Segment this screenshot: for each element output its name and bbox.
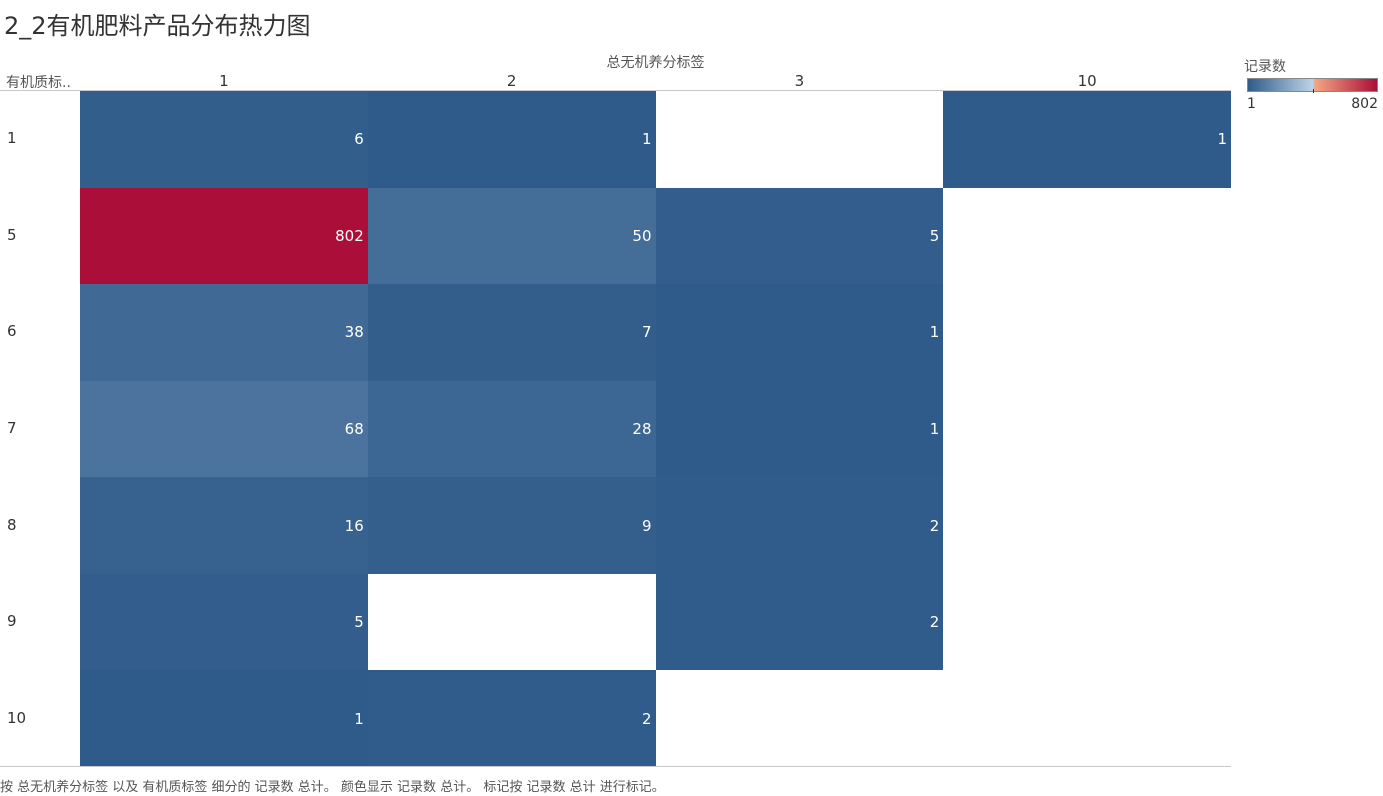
cell-value-label: 9 [641, 516, 652, 535]
cell-value-label: 1 [929, 323, 940, 342]
heatmap-cell[interactable]: 5 [80, 573, 368, 671]
row-label: 7 [7, 418, 17, 437]
heatmap-cell[interactable]: 1 [80, 670, 368, 767]
legend-min-label: 1 [1247, 96, 1256, 112]
cell-value-label: 2 [929, 516, 940, 535]
column-label: 1 [219, 72, 229, 90]
heatmap-cell[interactable]: 1 [655, 284, 944, 381]
legend-title: 记录数 [1244, 59, 1286, 75]
heatmap-cell[interactable]: 2 [367, 670, 656, 767]
heatmap-cell[interactable]: 1 [367, 91, 656, 188]
row-label: 6 [7, 322, 17, 341]
row-label: 9 [7, 612, 17, 631]
cell-value-label: 38 [344, 323, 364, 342]
column-label: 10 [1077, 72, 1097, 90]
cell-value-label: 2 [641, 709, 652, 728]
cell-value-label: 6 [354, 130, 364, 149]
heatmap-cell[interactable]: 16 [80, 477, 368, 574]
cell-value-label: 1 [354, 709, 364, 728]
chart-caption: 按 总无机养分标签 以及 有机质标签 细分的 记录数 总计。 颜色显示 记录数 … [0, 780, 665, 795]
heatmap-cell[interactable]: 9 [367, 477, 656, 574]
heatmap-cell[interactable]: 6 [80, 91, 368, 188]
column-label: 2 [506, 72, 517, 90]
header-divider [0, 90, 1231, 91]
heatmap-cell[interactable]: 28 [367, 380, 656, 478]
heatmap-cell[interactable]: 2 [655, 477, 944, 574]
cell-value-label: 1 [929, 419, 940, 438]
column-label: 3 [794, 72, 805, 90]
heatmap-cell[interactable]: 50 [367, 187, 656, 285]
heatmap-cell[interactable]: 38 [80, 284, 368, 381]
cell-value-label: 1 [641, 130, 652, 149]
heatmap-cell[interactable]: 5 [655, 187, 944, 285]
cell-value-label: 5 [929, 226, 940, 245]
heatmap-cell[interactable]: 7 [367, 284, 656, 381]
cell-value-label: 5 [354, 613, 364, 632]
cell-value-label: 28 [632, 419, 652, 438]
cell-value-label: 16 [344, 516, 364, 535]
chart-title: 2_2有机肥料产品分布热力图 [4, 12, 311, 40]
heatmap-cell[interactable]: 1 [943, 91, 1231, 188]
legend-color-bar [1247, 78, 1378, 92]
cell-value-label: 1 [1217, 130, 1227, 149]
cell-value-label: 2 [929, 613, 940, 632]
heatmap-cell[interactable]: 68 [80, 380, 368, 478]
heatmap-cell[interactable]: 1 [655, 380, 944, 478]
row-label: 8 [7, 515, 17, 534]
cell-value-label: 50 [632, 226, 652, 245]
heatmap-cell[interactable]: 802 [80, 187, 368, 285]
cell-value-label: 802 [335, 226, 364, 245]
cell-value-label: 7 [641, 323, 652, 342]
cell-value-label: 68 [344, 419, 364, 438]
row-label: 1 [7, 129, 17, 148]
column-field-title: 总无机养分标签 [606, 55, 705, 71]
row-label: 5 [7, 225, 17, 244]
heatmap-cell[interactable]: 2 [655, 573, 944, 671]
bottom-divider [0, 766, 1231, 767]
row-field-title: 有机质标.. [6, 75, 71, 91]
legend-midpoint-tick [1313, 89, 1314, 93]
row-label: 10 [7, 708, 27, 727]
legend-max-label: 802 [1351, 96, 1378, 112]
